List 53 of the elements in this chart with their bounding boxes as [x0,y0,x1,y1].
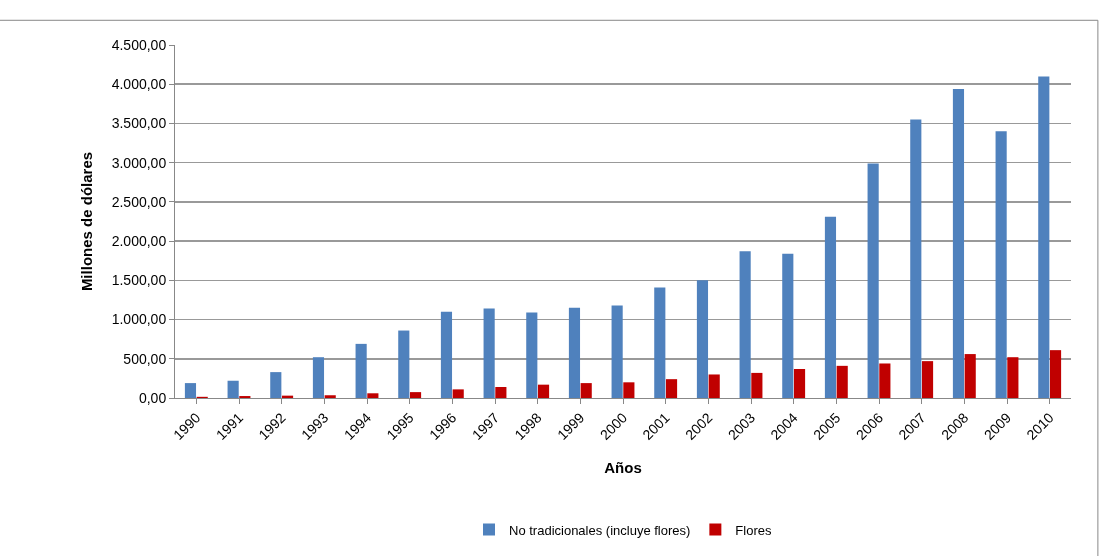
bar [1049,350,1062,398]
bar [995,131,1007,398]
bar [696,280,709,398]
bar [910,119,922,398]
bar [398,330,410,398]
y-tick-label: 3.000,00 [111,154,167,171]
bar [665,379,678,398]
bar [568,307,581,398]
y-tick-label: 4.000,00 [111,76,167,93]
y-tick-label: 0,00 [138,389,167,406]
bar [751,372,763,398]
bar [952,88,965,398]
y-tick-label: 1.500,00 [111,272,167,289]
bar [227,380,239,398]
bar [526,312,538,398]
bar [367,393,379,398]
bar [654,287,666,398]
bar [793,368,806,398]
legend-label: No tradicionales (incluye flores) [509,522,691,538]
bar [495,387,507,398]
bar [739,251,751,398]
bar [782,253,794,398]
y-tick-label: 2.000,00 [111,233,167,250]
y-tick-label: 1.000,00 [111,311,167,328]
bar [483,308,495,398]
bar [836,365,848,398]
bar [184,383,197,398]
legend-label: Flores [735,522,772,538]
bar [964,354,976,398]
bar [867,163,879,398]
x-axis-title: Años [604,458,642,476]
bar [409,392,422,398]
bar [708,374,720,398]
bar [452,389,464,398]
y-tick-label: 4.500,00 [111,36,167,53]
bar [270,372,282,398]
bar [824,216,837,398]
bar [611,305,623,398]
bar [580,383,592,398]
bar [921,361,934,398]
bar [623,382,635,398]
bar [355,343,367,398]
bar [879,363,891,398]
bar [1038,76,1050,398]
y-axis-title: Millones de dólares [77,151,95,292]
bar [324,395,336,398]
bar [1007,357,1019,398]
bar [537,384,550,398]
y-tick-label: 2.500,00 [111,193,167,210]
y-tick-label: 3.500,00 [111,115,167,132]
bar [312,357,325,398]
y-tick-label: 500,00 [123,350,167,367]
bar [440,311,453,398]
